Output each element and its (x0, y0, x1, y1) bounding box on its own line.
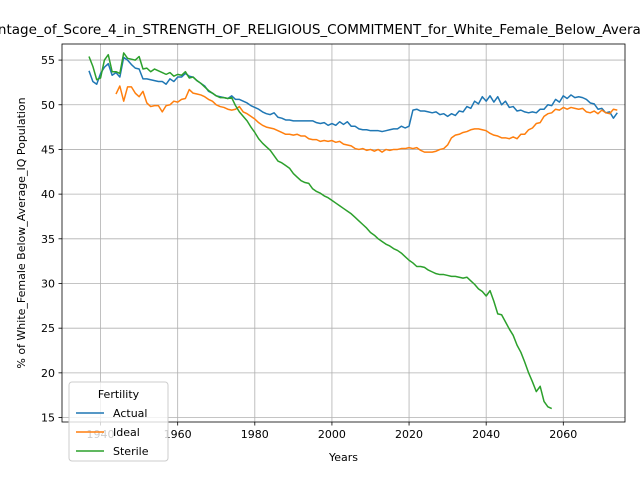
legend-title: Fertility (98, 388, 140, 401)
legend-label-actual: Actual (113, 407, 147, 420)
x-tick-label: 2060 (549, 428, 577, 441)
y-tick-label: 40 (41, 188, 55, 201)
y-tick-label: 15 (41, 412, 55, 425)
x-tick-label: 1980 (241, 428, 269, 441)
plot-frame (61, 43, 626, 423)
x-tick-label: 2020 (395, 428, 423, 441)
series-line-sterile (88, 52, 553, 410)
x-axis-label: Years (328, 451, 358, 464)
legend-label-sterile: Sterile (113, 445, 149, 458)
legend: Fertility Actual Ideal Sterile (68, 381, 169, 462)
y-tick-label: 30 (41, 277, 55, 290)
plot-lines (88, 52, 618, 410)
x-tick-label: 2040 (472, 428, 500, 441)
chart-title: Percentage_of_Score_4_in_STRENGTH_OF_REL… (0, 22, 640, 38)
y-axis: 15 20 25 30 35 40 45 50 55 (41, 54, 62, 425)
x-tick-label: 1960 (164, 428, 192, 441)
series-line-actual (88, 56, 618, 133)
x-tick-label: 2000 (318, 428, 346, 441)
y-tick-label: 45 (41, 143, 55, 156)
legend-label-ideal: Ideal (113, 426, 140, 439)
y-axis-label: % of White_Female Below_Average_IQ Popul… (15, 97, 28, 368)
y-tick-label: 20 (41, 367, 55, 380)
legend-box (68, 381, 169, 462)
y-tick-label: 55 (41, 54, 55, 67)
y-tick-label: 50 (41, 99, 55, 112)
series-line-ideal (115, 85, 618, 153)
y-tick-label: 35 (41, 233, 55, 246)
y-tick-label: 25 (41, 322, 55, 335)
